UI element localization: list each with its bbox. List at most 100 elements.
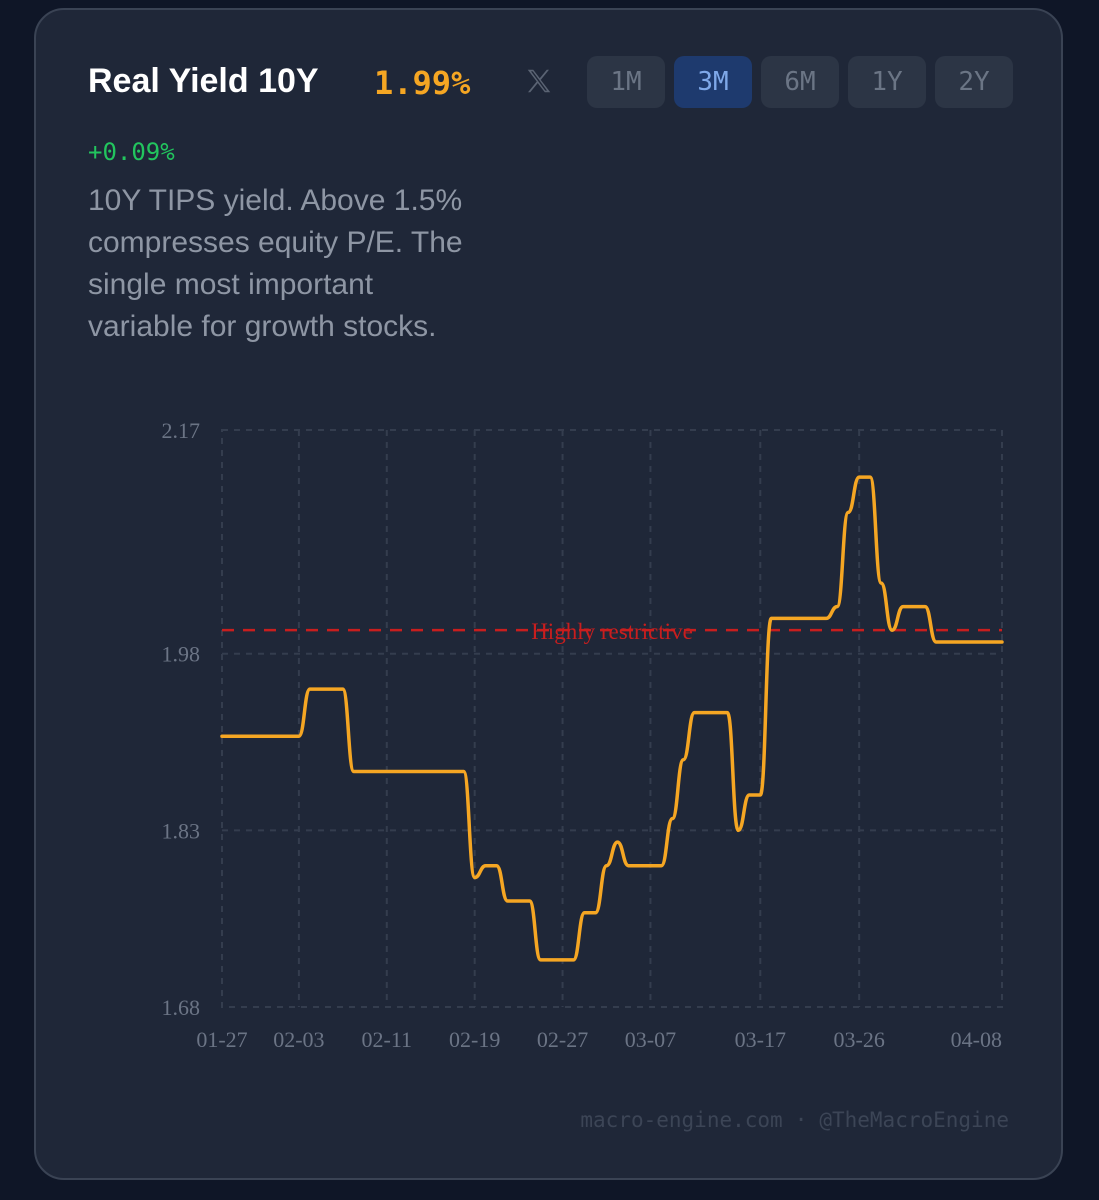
data-point xyxy=(374,770,378,774)
data-point xyxy=(429,770,433,774)
page-title: Real Yield 10Y xyxy=(88,62,319,100)
data-point xyxy=(956,640,960,644)
x-tick-label: 02-11 xyxy=(362,1027,413,1052)
data-point xyxy=(989,640,993,644)
data-point xyxy=(638,864,642,868)
range-button-1y[interactable]: 1Y xyxy=(848,56,926,108)
data-point xyxy=(659,864,663,868)
data-point xyxy=(813,616,817,620)
data-point xyxy=(594,911,598,915)
data-point xyxy=(627,864,631,868)
data-point xyxy=(275,734,279,738)
x-tick-label: 01-27 xyxy=(196,1027,247,1052)
data-point xyxy=(934,640,938,644)
data-point xyxy=(769,616,773,620)
data-point xyxy=(319,687,323,691)
data-point xyxy=(747,793,751,797)
data-point xyxy=(517,899,521,903)
y-tick-label: 2.17 xyxy=(162,418,201,443)
chart-card: Real Yield 10Y 1.99% 1M 3M 6M 1Y 2Y +0.09% 1… xyxy=(34,8,1063,1180)
data-point xyxy=(835,605,839,609)
y-tick-label: 1.83 xyxy=(162,818,201,843)
data-point xyxy=(791,616,795,620)
data-point xyxy=(824,616,828,620)
line-chart: 2.17 1.98 1.83 1.68 01-27 02-03 02-11 02-19 02-2… xyxy=(162,418,1004,1052)
x-tick-label: 02-19 xyxy=(449,1027,500,1052)
x-tick-label: 03-17 xyxy=(735,1027,786,1052)
data-point xyxy=(253,734,257,738)
data-point xyxy=(802,616,806,620)
data-point xyxy=(703,711,707,715)
data-point xyxy=(484,864,488,868)
data-point xyxy=(495,864,499,868)
data-point xyxy=(308,687,312,691)
data-point xyxy=(649,864,653,868)
data-point xyxy=(407,770,411,774)
data-point xyxy=(879,581,883,585)
footer-handle[interactable]: @TheMacroEngine xyxy=(819,1108,1009,1132)
data-point xyxy=(231,734,235,738)
data-point xyxy=(912,605,916,609)
data-point xyxy=(857,475,861,479)
footer-separator: · xyxy=(794,1108,808,1132)
data-point xyxy=(758,793,762,797)
data-point xyxy=(451,770,455,774)
data-point xyxy=(978,640,982,644)
data-point xyxy=(352,770,356,774)
range-button-1m[interactable]: 1M xyxy=(587,56,665,108)
data-point xyxy=(341,687,345,691)
data-point xyxy=(396,770,400,774)
range-button-2y[interactable]: 2Y xyxy=(935,56,1013,108)
data-point xyxy=(561,958,565,962)
data-point xyxy=(286,734,290,738)
data-point xyxy=(846,510,850,514)
data-point xyxy=(967,640,971,644)
data-point xyxy=(780,616,784,620)
data-point xyxy=(901,605,905,609)
data-point xyxy=(736,828,740,832)
series-line xyxy=(220,475,1004,962)
footer-site[interactable]: macro-engine.com xyxy=(580,1108,783,1132)
data-point xyxy=(462,770,466,774)
data-point xyxy=(440,770,444,774)
data-point xyxy=(923,605,927,609)
data-point xyxy=(473,876,477,880)
data-point xyxy=(297,734,301,738)
data-point xyxy=(670,817,674,821)
data-point xyxy=(330,687,334,691)
y-tick-label: 1.98 xyxy=(162,642,201,667)
y-tick-label: 1.68 xyxy=(162,995,201,1020)
data-point xyxy=(714,711,718,715)
data-point xyxy=(681,758,685,762)
x-tick-label: 03-26 xyxy=(834,1027,885,1052)
data-point xyxy=(539,958,543,962)
data-point xyxy=(725,711,729,715)
data-point xyxy=(363,770,367,774)
current-value: 1.99% xyxy=(374,64,471,102)
change-badge: +0.09% xyxy=(88,138,175,166)
data-point xyxy=(605,864,609,868)
data-point xyxy=(418,770,422,774)
data-point xyxy=(616,840,620,844)
data-point xyxy=(572,958,576,962)
x-logo-icon[interactable] xyxy=(524,66,554,96)
data-point xyxy=(385,770,389,774)
threshold-label: Highly restrictive xyxy=(531,619,693,644)
x-tick-label: 02-27 xyxy=(537,1027,588,1052)
x-tick-label: 02-03 xyxy=(273,1027,324,1052)
data-point xyxy=(506,899,510,903)
description: 10Y TIPS yield. Above 1.5% compresses eq… xyxy=(88,184,463,343)
data-point xyxy=(242,734,246,738)
data-point xyxy=(550,958,554,962)
data-point xyxy=(528,899,532,903)
data-point xyxy=(220,734,224,738)
data-point xyxy=(692,711,696,715)
data-point xyxy=(1000,640,1004,644)
x-tick-label: 03-07 xyxy=(625,1027,676,1052)
data-point xyxy=(583,911,587,915)
x-tick-label: 04-08 xyxy=(951,1027,1002,1052)
footer: macro-engine.com · @TheMacroEngine xyxy=(580,1108,1009,1132)
range-button-3m[interactable]: 3M xyxy=(674,56,752,108)
data-point xyxy=(945,640,949,644)
range-button-6m[interactable]: 6M xyxy=(761,56,839,108)
